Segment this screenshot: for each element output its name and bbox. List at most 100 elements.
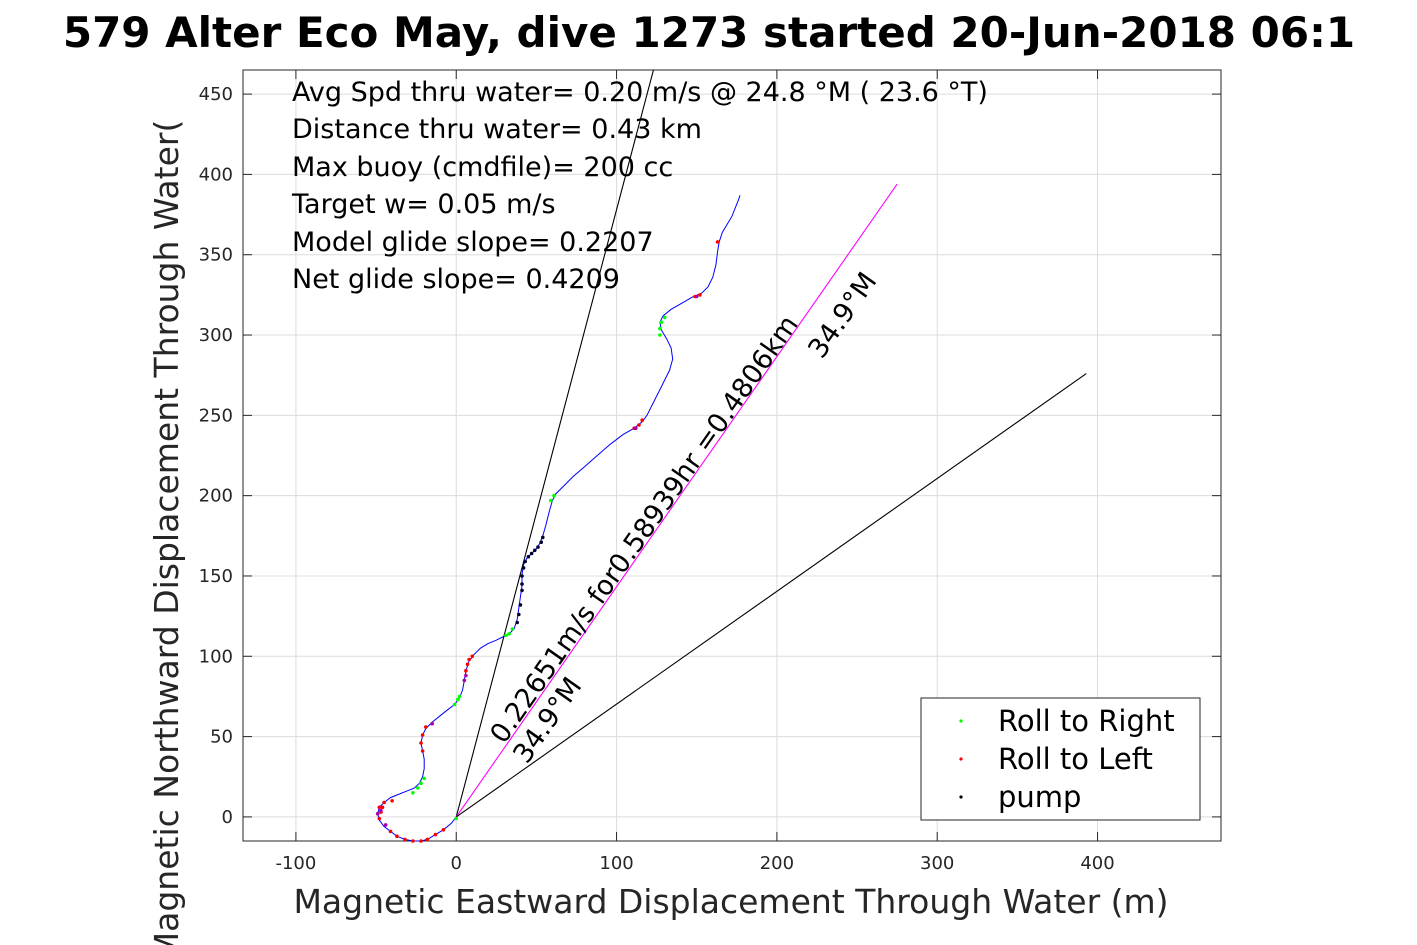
roll-pump-markers bbox=[375, 240, 720, 843]
roll-left-marker bbox=[465, 662, 470, 667]
roll-right-marker bbox=[658, 326, 662, 331]
roll-left-marker bbox=[433, 832, 438, 837]
roll-left-marker bbox=[377, 805, 382, 810]
roll-left-marker bbox=[470, 654, 475, 659]
roll-left-marker bbox=[637, 423, 641, 427]
roll-left-marker bbox=[380, 805, 385, 810]
y-tick-label: 200 bbox=[199, 486, 233, 507]
y-ticks: 0 50 100 150 200 250 300 350 400 450 bbox=[199, 84, 1221, 828]
roll-left-marker bbox=[441, 828, 446, 832]
x-tick-label: 400 bbox=[1080, 853, 1114, 874]
y-tick-label: 100 bbox=[199, 646, 233, 667]
legend-label-roll-right: Roll to Right bbox=[998, 704, 1175, 738]
roll-left-marker bbox=[403, 837, 407, 842]
roll-left-marker bbox=[377, 816, 382, 821]
plot-frame bbox=[242, 69, 1222, 842]
stats-block: Avg Spd thru water= 0.20 m/s @ 24.8 °M (… bbox=[291, 77, 988, 295]
y-tick-label: 450 bbox=[199, 84, 233, 105]
y-axis-label: Magnetic Northward Displacement Through … bbox=[147, 120, 186, 945]
roll-left-marker bbox=[430, 721, 435, 726]
roll-left-marker bbox=[420, 733, 425, 737]
x-tick-label: 100 bbox=[599, 853, 633, 874]
pump-marker bbox=[518, 603, 523, 607]
reference-line-2 bbox=[455, 183, 898, 818]
y-tick-label: 50 bbox=[210, 727, 233, 748]
x-tick-label: 0 bbox=[451, 853, 462, 874]
roll-right-marker bbox=[422, 776, 427, 781]
roll-left-marker bbox=[698, 293, 702, 297]
roll-left-marker bbox=[382, 800, 386, 805]
roll-right-marker bbox=[452, 702, 457, 707]
chart-title: 579 Alter Eco May, dive 1273 started 20-… bbox=[63, 8, 1355, 57]
roll-left-marker bbox=[390, 799, 394, 803]
roll-right-marker bbox=[510, 627, 515, 631]
roll-right-marker bbox=[659, 320, 664, 325]
roll-left-marker bbox=[419, 839, 423, 843]
stats-line-net-glide: Net glide slope= 0.4209 bbox=[292, 264, 620, 295]
legend-marker-pump bbox=[959, 795, 963, 799]
x-tick-label: -100 bbox=[275, 853, 316, 874]
legend-marker-roll-left bbox=[959, 757, 963, 761]
pump-marker bbox=[517, 612, 521, 617]
roll-left-marker bbox=[411, 839, 415, 843]
stats-line-avg-speed: Avg Spd thru water= 0.20 m/s @ 24.8 °M (… bbox=[292, 77, 988, 108]
roll-right-marker bbox=[552, 493, 556, 498]
roll-left-marker bbox=[715, 240, 720, 244]
reference-line-3 bbox=[455, 373, 1087, 818]
pump-marker bbox=[529, 551, 534, 556]
pump-marker bbox=[520, 588, 524, 593]
heading-label-top: 34.9°M bbox=[802, 267, 883, 364]
roll-right-marker bbox=[507, 632, 511, 636]
pump-marker bbox=[533, 548, 537, 553]
roll-left-marker bbox=[467, 657, 471, 662]
roll-left-marker bbox=[420, 749, 425, 753]
y-tick-label: 0 bbox=[222, 807, 233, 828]
stats-line-target-w: Target w= 0.05 m/s bbox=[291, 189, 556, 220]
roll-right-marker bbox=[457, 694, 462, 699]
roll-left-marker bbox=[462, 678, 467, 683]
x-axis-label: Magnetic Eastward Displacement Through W… bbox=[293, 882, 1168, 921]
y-tick-label: 350 bbox=[199, 245, 233, 266]
reference-line-1 bbox=[455, 69, 654, 818]
roll-left-marker bbox=[383, 823, 388, 827]
pump-marker bbox=[520, 574, 524, 578]
roll-left-marker bbox=[464, 668, 468, 673]
roll-right-marker bbox=[658, 333, 662, 337]
stats-line-max-buoy: Max buoy (cmdfile)= 200 cc bbox=[292, 152, 673, 183]
stats-line-model-glide: Model glide slope= 0.2207 bbox=[292, 227, 654, 258]
x-tick-label: 300 bbox=[920, 853, 954, 874]
roll-left-marker bbox=[424, 725, 428, 729]
pump-marker bbox=[539, 540, 543, 544]
x-ticks: -100 0 100 200 300 400 bbox=[275, 70, 1115, 874]
pump-marker bbox=[541, 535, 545, 540]
y-tick-label: 250 bbox=[199, 405, 233, 426]
roll-right-marker bbox=[454, 816, 459, 821]
roll-right-marker bbox=[549, 498, 553, 503]
grid bbox=[243, 70, 1221, 841]
pump-marker bbox=[536, 545, 540, 549]
roll-right-marker bbox=[419, 781, 423, 785]
reference-lines bbox=[455, 69, 1087, 818]
roll-right-marker bbox=[662, 315, 667, 320]
x-tick-label: 200 bbox=[760, 853, 794, 874]
roll-right-marker bbox=[456, 697, 460, 702]
roll-right-marker bbox=[416, 786, 420, 790]
roll-left-marker bbox=[375, 811, 380, 816]
roll-left-marker bbox=[379, 808, 383, 813]
roll-left-marker bbox=[464, 673, 468, 678]
roll-left-marker bbox=[425, 837, 430, 842]
stats-line-distance: Distance thru water= 0.43 km bbox=[292, 114, 702, 145]
roll-left-marker bbox=[694, 294, 699, 299]
roll-right-marker bbox=[504, 633, 508, 638]
pump-marker bbox=[520, 582, 524, 586]
roll-left-marker bbox=[395, 834, 399, 838]
legend: Roll to Right Roll to Left pump bbox=[920, 697, 1201, 821]
legend-marker-roll-right bbox=[959, 719, 963, 723]
legend-label-roll-left: Roll to Left bbox=[998, 742, 1153, 776]
roll-left-marker bbox=[634, 426, 638, 431]
y-tick-label: 400 bbox=[199, 164, 233, 185]
roll-left-marker bbox=[388, 829, 393, 834]
roll-right-marker bbox=[411, 791, 415, 795]
legend-box bbox=[920, 697, 1201, 821]
